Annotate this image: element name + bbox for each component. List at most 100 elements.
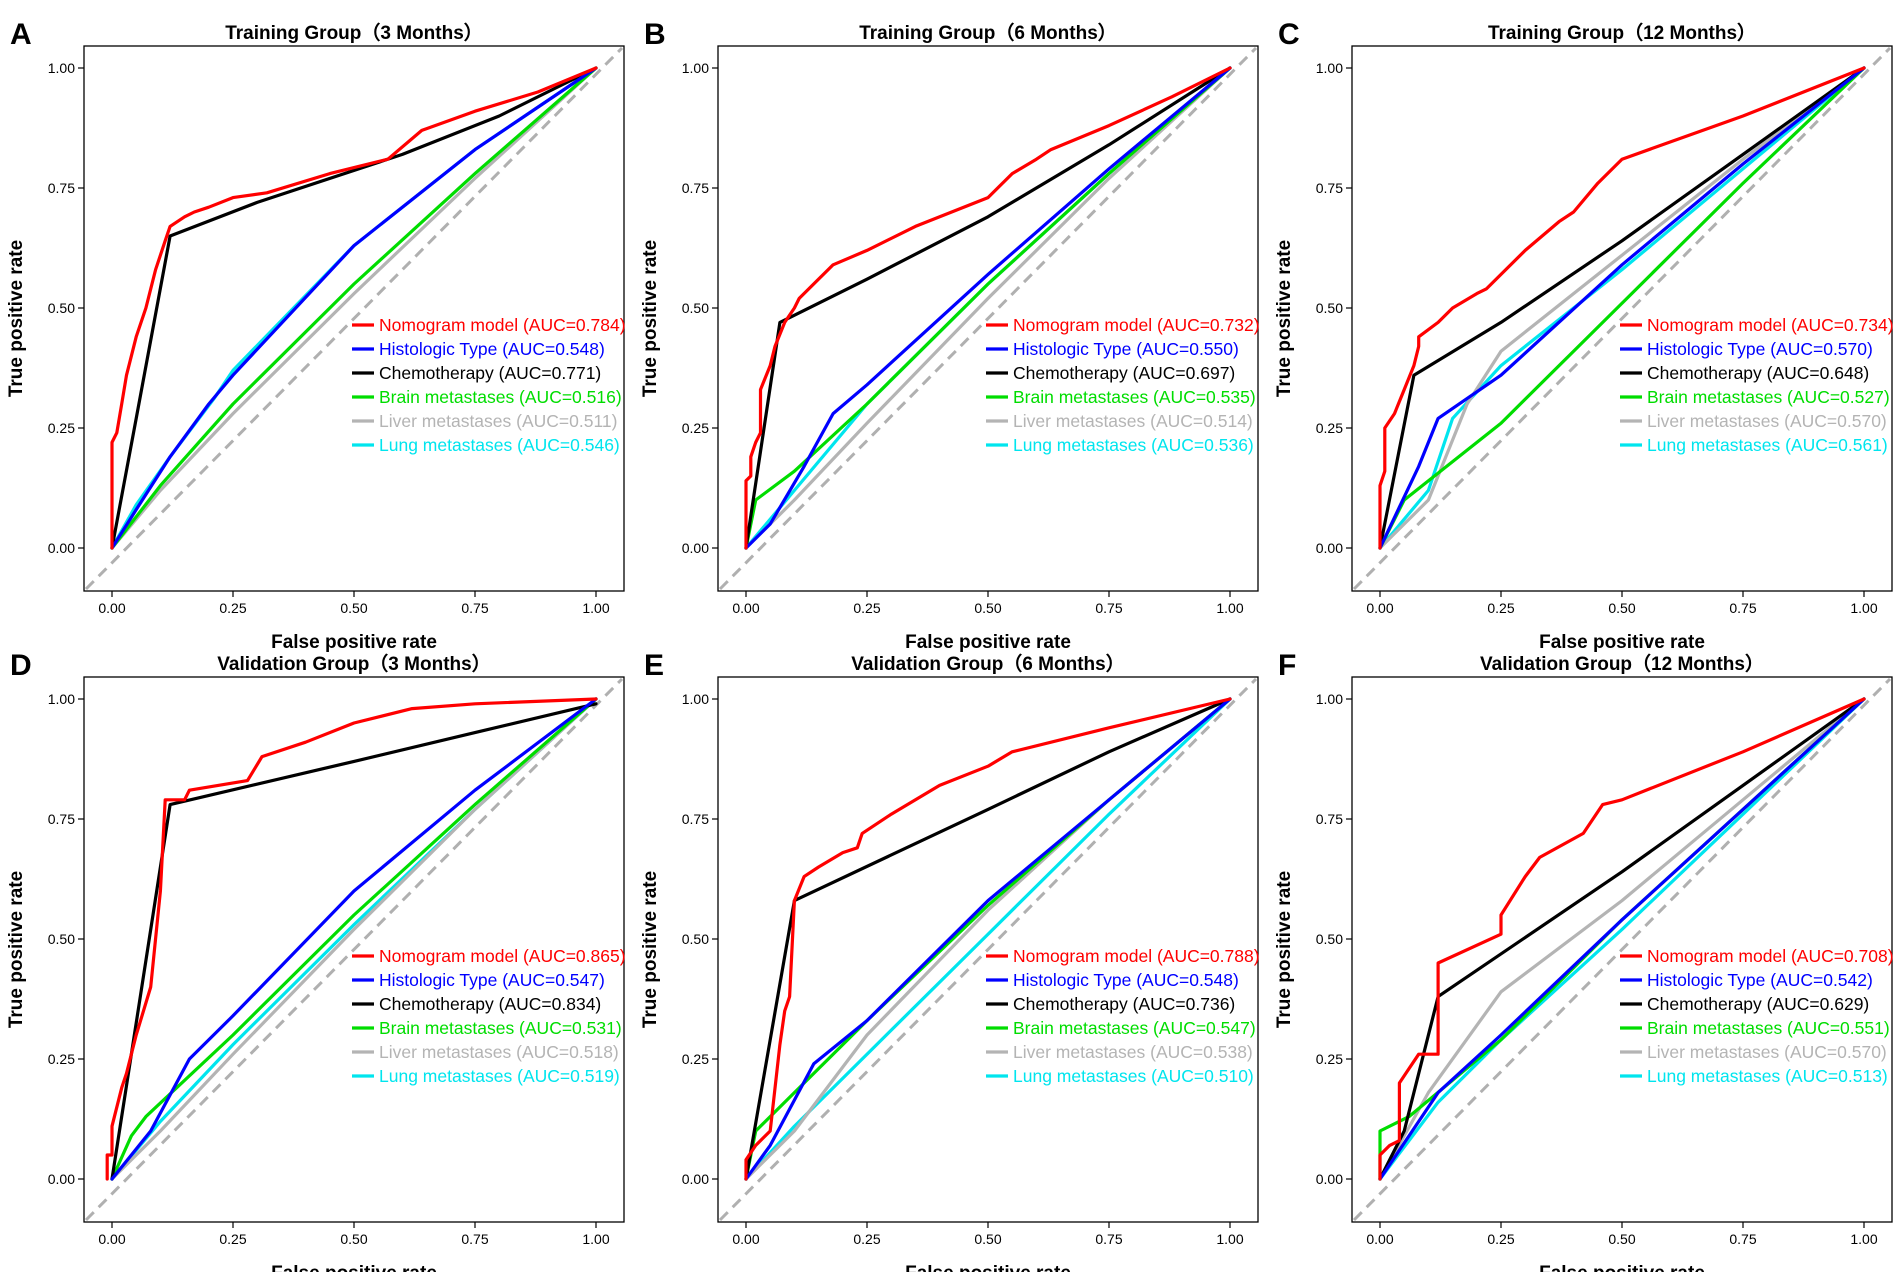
x-tick-label: 0.50 bbox=[340, 600, 367, 616]
legend-label: Brain metastases (AUC=0.547) bbox=[1013, 1018, 1256, 1038]
legend-label: Histologic Type (AUC=0.547) bbox=[379, 970, 605, 990]
y-tick-label: 0.50 bbox=[1316, 300, 1343, 316]
legend-label: Brain metastases (AUC=0.551) bbox=[1647, 1018, 1890, 1038]
y-axis-title: True positive rate bbox=[1274, 240, 1295, 397]
legend-label: Lung metastases (AUC=0.519) bbox=[379, 1066, 620, 1086]
y-tick-label: 1.00 bbox=[682, 691, 709, 707]
legend-label: Lung metastases (AUC=0.513) bbox=[1647, 1066, 1888, 1086]
panel-letter: A bbox=[10, 18, 32, 51]
x-tick-label: 0.25 bbox=[1487, 600, 1514, 616]
legend-label: Histologic Type (AUC=0.550) bbox=[1013, 339, 1239, 359]
y-tick-label: 0.00 bbox=[682, 540, 709, 556]
roc-line-chemotherapy bbox=[110, 702, 598, 1181]
y-tick-label: 1.00 bbox=[48, 691, 75, 707]
x-tick-label: 1.00 bbox=[1850, 1231, 1877, 1247]
legend-label: Liver metastases (AUC=0.538) bbox=[1013, 1042, 1253, 1062]
y-axis-title: True positive rate bbox=[6, 240, 27, 397]
y-tick-label: 0.75 bbox=[1316, 180, 1343, 196]
x-tick-label: 0.75 bbox=[461, 600, 488, 616]
legend-label: Nomogram model (AUC=0.865) bbox=[379, 946, 626, 966]
legend-label: Liver metastases (AUC=0.570) bbox=[1647, 411, 1887, 431]
x-tick-label: 0.75 bbox=[1729, 600, 1756, 616]
x-tick-label: 0.00 bbox=[1366, 1231, 1393, 1247]
y-tick-label: 0.00 bbox=[1316, 1171, 1343, 1187]
x-tick-label: 0.00 bbox=[732, 600, 759, 616]
x-axis-title: False positive rate bbox=[1539, 1263, 1705, 1272]
y-axis-title: True positive rate bbox=[640, 871, 661, 1028]
legend-label: Lung metastases (AUC=0.561) bbox=[1647, 435, 1888, 455]
panel-d: D Validation Group（3 Months） 0.00 0.00 0.25 0… bbox=[6, 649, 626, 1272]
legend-label: Chemotherapy (AUC=0.771) bbox=[379, 363, 601, 383]
y-tick-label: 0.50 bbox=[48, 300, 75, 316]
legend-label: Liver metastases (AUC=0.570) bbox=[1647, 1042, 1887, 1062]
roc-line-brain-metastases bbox=[1378, 697, 1866, 1181]
panel-title: Training Group（3 Months） bbox=[225, 21, 483, 44]
roc-line-brain-metastases bbox=[744, 697, 1232, 1181]
roc-line-liver-metastases bbox=[1378, 697, 1866, 1181]
reference-diagonal bbox=[718, 46, 1258, 591]
roc-line-brain-metastases bbox=[744, 66, 1232, 550]
y-tick-label: 0.00 bbox=[1316, 540, 1343, 556]
roc-line-liver-metastases bbox=[744, 66, 1232, 550]
x-axis-title: False positive rate bbox=[1539, 632, 1705, 653]
x-axis-title: False positive rate bbox=[271, 1263, 437, 1272]
panel-b: B Training Group（6 Months） 0.00 0.00 0.25 0.2… bbox=[640, 18, 1260, 653]
roc-line-chemotherapy bbox=[744, 697, 1232, 1181]
panel-c: C Training Group（12 Months） 0.00 0.00 0.25 0.… bbox=[1274, 18, 1894, 653]
legend-label: Brain metastases (AUC=0.535) bbox=[1013, 387, 1256, 407]
y-tick-label: 1.00 bbox=[1316, 60, 1343, 76]
legend-label: Histologic Type (AUC=0.548) bbox=[379, 339, 605, 359]
legend-label: Histologic Type (AUC=0.570) bbox=[1647, 339, 1873, 359]
roc-line-lung-metastases bbox=[1378, 697, 1866, 1181]
panel-e: E Validation Group（6 Months） 0.00 0.00 0.25 0… bbox=[640, 649, 1260, 1272]
roc-line-histologic-type bbox=[110, 697, 598, 1181]
x-tick-label: 0.50 bbox=[1608, 600, 1635, 616]
reference-diagonal bbox=[1352, 46, 1892, 591]
x-axis-title: False positive rate bbox=[271, 632, 437, 653]
x-tick-label: 0.00 bbox=[98, 600, 125, 616]
legend-label: Liver metastases (AUC=0.518) bbox=[379, 1042, 619, 1062]
y-tick-label: 0.50 bbox=[682, 300, 709, 316]
x-tick-label: 0.75 bbox=[1095, 1231, 1122, 1247]
legend-label: Nomogram model (AUC=0.784) bbox=[379, 315, 626, 335]
legend-label: Nomogram model (AUC=0.732) bbox=[1013, 315, 1260, 335]
roc-line-nomogram-model bbox=[1378, 66, 1866, 550]
legend-label: Liver metastases (AUC=0.514) bbox=[1013, 411, 1253, 431]
panel-a: A Training Group（3 Months） 0.00 0.00 0.25 0.2… bbox=[6, 18, 626, 653]
panel-letter: D bbox=[10, 649, 32, 682]
y-tick-label: 0.25 bbox=[48, 1051, 75, 1067]
legend-label: Nomogram model (AUC=0.734) bbox=[1647, 315, 1894, 335]
roc-line-lung-metastases bbox=[1378, 66, 1866, 550]
roc-line-histologic-type bbox=[110, 66, 598, 550]
x-axis-title: False positive rate bbox=[905, 632, 1071, 653]
roc-line-nomogram-model bbox=[110, 66, 598, 550]
y-tick-label: 0.50 bbox=[682, 931, 709, 947]
x-tick-label: 1.00 bbox=[1216, 600, 1243, 616]
x-tick-label: 0.50 bbox=[974, 1231, 1001, 1247]
roc-line-nomogram-model bbox=[1378, 697, 1866, 1181]
x-tick-label: 0.50 bbox=[340, 1231, 367, 1247]
roc-line-nomogram-model bbox=[105, 697, 598, 1181]
y-tick-label: 0.00 bbox=[48, 1171, 75, 1187]
legend-label: Liver metastases (AUC=0.511) bbox=[379, 411, 617, 431]
reference-diagonal bbox=[1352, 677, 1892, 1222]
legend-label: Nomogram model (AUC=0.708) bbox=[1647, 946, 1894, 966]
legend-label: Lung metastases (AUC=0.546) bbox=[379, 435, 620, 455]
y-tick-label: 0.75 bbox=[682, 180, 709, 196]
legend-label: Chemotherapy (AUC=0.648) bbox=[1647, 363, 1869, 383]
legend-label: Chemotherapy (AUC=0.629) bbox=[1647, 994, 1869, 1014]
x-axis-title: False positive rate bbox=[905, 1263, 1071, 1272]
legend-label: Nomogram model (AUC=0.788) bbox=[1013, 946, 1260, 966]
roc-line-chemotherapy bbox=[744, 66, 1232, 550]
reference-diagonal bbox=[84, 677, 624, 1222]
legend-label: Lung metastases (AUC=0.510) bbox=[1013, 1066, 1254, 1086]
roc-line-nomogram-model bbox=[744, 697, 1232, 1181]
legend-label: Lung metastases (AUC=0.536) bbox=[1013, 435, 1254, 455]
y-tick-label: 0.75 bbox=[682, 811, 709, 827]
panel-title: Training Group（12 Months） bbox=[1488, 21, 1756, 44]
x-tick-label: 0.00 bbox=[98, 1231, 125, 1247]
roc-line-liver-metastases bbox=[110, 697, 598, 1181]
y-tick-label: 0.75 bbox=[48, 180, 75, 196]
y-tick-label: 0.00 bbox=[682, 1171, 709, 1187]
